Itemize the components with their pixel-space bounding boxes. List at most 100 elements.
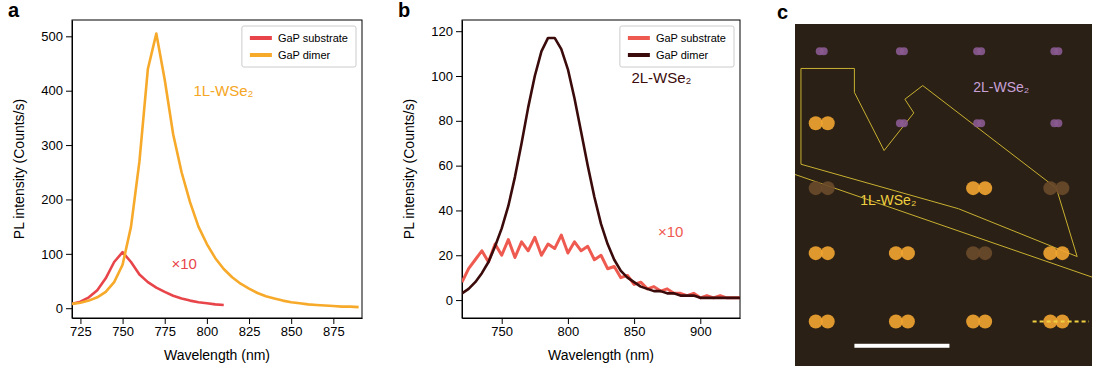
legend-label: GaP substrate [278,32,348,44]
tick-label: 825 [239,324,261,339]
tick-mark [66,36,72,37]
legend-label: GaP substrate [656,32,726,44]
tick-mark [456,210,462,211]
panel-letter: b [398,0,410,21]
legend-label: GaP dimer [656,49,709,61]
tick: 100 [431,69,462,84]
legend: GaP substrateGaP dimer [242,26,356,67]
tick: 900 [690,318,712,339]
tick: 750 [491,318,513,339]
annotation: ×10 [171,255,196,272]
x-axis-title: Wavelength (nm) [548,347,654,363]
tick-mark [291,318,292,324]
tick-label: 800 [197,324,219,339]
tick: 850 [281,318,303,339]
tick-mark [456,255,462,256]
dimer-spot [977,47,985,55]
dimer-spot [978,315,992,329]
image-background [795,24,1092,366]
tick: 800 [197,318,219,339]
legend-swatch [250,53,272,57]
dimer-spot [978,246,992,260]
tick-mark [66,254,72,255]
tick-label: 850 [624,324,646,339]
plot-frame [72,20,362,318]
tick-label: 100 [431,69,453,84]
legend-box [242,26,356,67]
y-axis: 0100200300400500 [41,21,72,319]
tick: 20 [439,248,462,263]
panel: 72575077580082585087501002003004005001L-… [41,20,362,339]
image-label: 1L-WSe₂ [860,192,916,208]
tick-mark [249,318,250,324]
tick-mark [456,76,462,77]
dimer-spot [889,246,903,260]
tick-mark [502,318,503,324]
scale-bar [854,344,949,348]
tick: 40 [439,203,462,218]
tick-label: 300 [41,138,63,153]
plot-frame [462,20,740,318]
legend-swatch [250,36,272,40]
panel-letter: c [777,1,788,23]
dimer-spot [821,181,835,195]
tick-label: 200 [41,192,63,207]
tick: 875 [323,318,345,339]
dimer-spot [809,315,823,329]
tick-label: 40 [439,203,453,218]
tick-mark [66,145,72,146]
tick: 0 [446,293,462,308]
dimer-spot [901,246,915,260]
tick-label: 900 [690,324,712,339]
tick-mark [207,318,208,324]
dimer-spot [889,315,903,329]
annotation: ×10 [658,223,683,240]
dimer-spot [978,181,992,195]
legend: GaP substrate GaP dimer [620,26,734,67]
legend-swatch [628,36,650,40]
dimer-spot [1054,47,1062,55]
series-line [72,34,359,308]
tick-mark [634,318,635,324]
tick: 850 [624,318,646,339]
y-axis-title: PL intensity (Counts/s) [11,99,27,239]
dimer-spot [1055,181,1069,195]
dimer-spot [900,47,908,55]
tick: 80 [439,113,462,128]
dimer-spot [809,116,823,130]
tick: 725 [70,318,92,339]
dimer-spot [1043,246,1057,260]
micrograph: 2L-WSe₂ 1L-WSe₂ [795,24,1092,366]
tick: 800 [558,318,580,339]
tick-label: 0 [446,293,453,308]
tick: 825 [239,318,261,339]
tick-mark [700,318,701,324]
dimer-spot [820,47,828,55]
dimer-spot [821,116,835,130]
legend-box [620,26,734,67]
monolayer-outline [801,68,1077,256]
dimer-spot [966,315,980,329]
tick-mark [80,318,81,324]
image-label: 2L-WSe₂ [973,79,1029,95]
dimer-spot [821,315,835,329]
x-axis-title: Wavelength (nm) [164,347,270,363]
x-axis: 725750775800825850875 [70,318,362,339]
tick-label: 60 [439,158,453,173]
tick-label: 0 [56,301,63,316]
series-line [462,38,740,298]
tick-mark [123,318,124,324]
tick: 120 [431,24,462,39]
dimer-spot [1054,119,1062,127]
dimer-spot [1043,181,1057,195]
dimer-spot [1055,246,1069,260]
legend-swatch [628,53,650,57]
series-line [462,235,740,298]
tick: 500 [41,29,72,44]
tick-label: 400 [41,83,63,98]
tick-mark [456,300,462,301]
tick: 750 [112,318,134,339]
tick-label: 800 [558,324,580,339]
tick-mark [568,318,569,324]
dimer-spot [966,181,980,195]
